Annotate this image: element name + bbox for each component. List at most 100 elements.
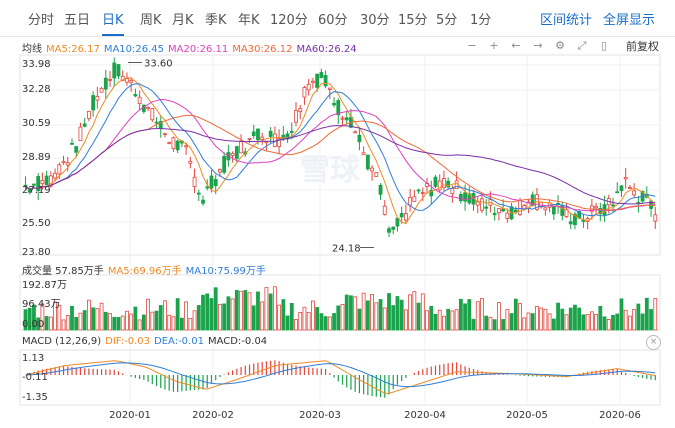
- volume-bar: [454, 309, 459, 331]
- volume-bar: [323, 316, 328, 331]
- candle: [611, 204, 615, 207]
- candle: [82, 123, 87, 127]
- candle: [163, 133, 167, 136]
- volume-bar: [353, 296, 358, 331]
- tab-8[interactable]: 60分: [318, 13, 348, 28]
- candle: [298, 108, 303, 112]
- tab-4[interactable]: 月K: [172, 13, 194, 28]
- settings-icon[interactable]: ⚙: [555, 39, 565, 52]
- candle: [74, 146, 79, 153]
- volume-bar: [420, 293, 425, 331]
- volume-bar: [82, 310, 87, 331]
- arrow-right-icon[interactable]: →: [533, 39, 543, 52]
- minus-icon[interactable]: −: [467, 39, 477, 52]
- legend-item: MACD:-0.04: [207, 336, 268, 347]
- macd-tick: -1.35: [22, 392, 48, 403]
- tab-3[interactable]: 周K: [140, 13, 162, 28]
- volume-bar: [57, 304, 62, 331]
- candle: [167, 141, 172, 144]
- volume-bar: [154, 310, 159, 331]
- candle: [581, 219, 586, 222]
- volume-bar: [433, 314, 438, 331]
- volume-bar: [382, 307, 387, 331]
- candle: [154, 121, 159, 124]
- volume-bar: [213, 287, 218, 331]
- volume-bar: [167, 314, 172, 331]
- candle: [120, 75, 125, 81]
- date-tick: 2020-05: [506, 410, 548, 421]
- volume-bar: [289, 303, 294, 331]
- candle: [408, 197, 413, 206]
- volume-bar: [344, 294, 349, 331]
- tab-5[interactable]: 季K: [205, 13, 227, 28]
- volume-bar: [505, 309, 510, 331]
- volume-bar: [91, 307, 96, 331]
- fullscreen-link[interactable]: 全屏显示: [603, 13, 656, 28]
- mobile-icon[interactable]: ▯: [600, 39, 608, 52]
- volume-bar: [496, 302, 501, 331]
- volume-bar: [171, 316, 176, 331]
- tab-12[interactable]: 1分: [470, 13, 492, 28]
- tab-0[interactable]: 分时: [28, 13, 55, 28]
- plus-icon[interactable]: +: [489, 39, 499, 52]
- candle: [378, 184, 383, 195]
- expand-icon[interactable]: ⤢: [577, 39, 587, 52]
- tab-7[interactable]: 120分: [270, 13, 308, 28]
- volume-bar: [349, 295, 353, 331]
- tab-6[interactable]: 年K: [238, 13, 260, 28]
- candle: [573, 213, 577, 226]
- volume-bar: [480, 298, 484, 331]
- candle: [361, 152, 366, 156]
- candle: [327, 87, 332, 90]
- tab-9[interactable]: 30分: [360, 13, 390, 28]
- volume-bar: [395, 296, 400, 331]
- candle: [344, 117, 349, 121]
- volume-bar: [281, 299, 286, 331]
- candle: [95, 95, 100, 101]
- arrow-left-icon[interactable]: ←: [511, 39, 521, 52]
- candle: [463, 192, 467, 202]
- legend-label: 均线: [22, 44, 42, 55]
- candle: [44, 175, 49, 186]
- interval-stats-link[interactable]: 区间统计: [540, 13, 593, 28]
- candle: [230, 152, 235, 156]
- candle: [568, 221, 573, 225]
- macd-line: [25, 362, 656, 388]
- volume-bar: [40, 303, 45, 331]
- volume-bar: [632, 309, 637, 331]
- legend-item: MA5:26.17: [46, 44, 100, 55]
- volume-bar: [446, 308, 451, 331]
- volume-bar: [298, 312, 303, 331]
- candle: [281, 134, 286, 140]
- volume-bar: [653, 298, 658, 331]
- candle: [277, 138, 282, 147]
- candle: [112, 62, 117, 79]
- volume-bar: [48, 316, 53, 331]
- candle: [336, 100, 341, 116]
- volume-bar: [361, 292, 366, 331]
- macd-close-icon[interactable]: ×: [646, 335, 661, 350]
- volume-bar: [336, 305, 341, 331]
- tab-10[interactable]: 15分: [398, 13, 428, 28]
- ma-legend: 均线 MA5:26.17 MA10:26.45 MA20:26.11 MA30:26.1…: [22, 40, 361, 55]
- volume-bar: [222, 303, 227, 331]
- candle: [311, 80, 315, 83]
- volume-bar: [146, 298, 150, 331]
- volume-bar: [306, 312, 311, 331]
- legend-item: MA20:26.11: [168, 44, 229, 55]
- tab-11[interactable]: 5分: [436, 13, 458, 28]
- candle: [196, 192, 201, 195]
- volume-bar: [340, 304, 345, 331]
- volume-bar: [391, 305, 396, 331]
- tab-1[interactable]: 五日: [64, 13, 91, 28]
- volume-bar: [577, 307, 582, 331]
- candle: [289, 130, 294, 133]
- candle: [315, 73, 320, 88]
- volume-bar: [492, 319, 497, 331]
- tab-2[interactable]: 日K: [102, 10, 124, 36]
- adjust-mode-toggle[interactable]: 前复权: [626, 40, 659, 53]
- candle: [146, 106, 150, 109]
- legend-item: DIF:-0.03: [105, 336, 151, 347]
- candle: [399, 213, 404, 218]
